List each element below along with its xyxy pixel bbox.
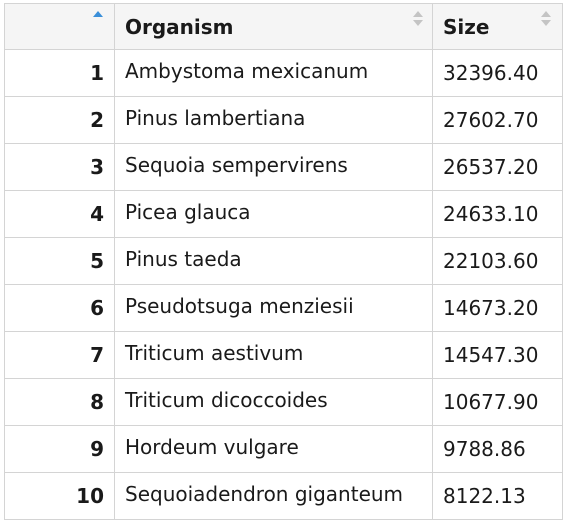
table-row[interactable]: 8 Triticum dicoccoides 10677.90 — [4, 378, 563, 426]
table-header: Organism Size — [4, 3, 563, 50]
size-cell: 14547.30 — [432, 331, 563, 379]
size-cell: 24633.10 — [432, 190, 563, 238]
column-header-organism[interactable]: Organism — [114, 3, 433, 50]
table-row[interactable]: 2 Pinus lambertiana 27602.70 — [4, 96, 563, 144]
table-row[interactable]: 3 Sequoia sempervirens 26537.20 — [4, 143, 563, 191]
row-index-cell: 10 — [4, 472, 115, 520]
sort-toggle-icon[interactable] — [412, 11, 424, 29]
size-cell: 27602.70 — [432, 96, 563, 144]
sort-toggle-icon[interactable] — [540, 11, 552, 29]
table-row[interactable]: 10 Sequoiadendron giganteum 8122.13 — [4, 472, 563, 520]
size-cell: 22103.60 — [432, 237, 563, 285]
organism-cell: Triticum aestivum — [114, 331, 433, 379]
table-body: 1 Ambystoma mexicanum 32396.40 2 Pinus l… — [4, 49, 563, 520]
organism-cell: Ambystoma mexicanum — [114, 49, 433, 97]
organism-cell: Pseudotsuga menziesii — [114, 284, 433, 332]
size-cell: 8122.13 — [432, 472, 563, 520]
column-header-size[interactable]: Size — [432, 3, 563, 50]
sort-arrow-up-icon — [413, 11, 423, 17]
row-index-cell: 3 — [4, 143, 115, 191]
sort-arrow-down-icon — [541, 20, 551, 26]
size-cell: 9788.86 — [432, 425, 563, 473]
organism-cell: Sequoia sempervirens — [114, 143, 433, 191]
organism-cell: Sequoiadendron giganteum — [114, 472, 433, 520]
table-row[interactable]: 5 Pinus taeda 22103.60 — [4, 237, 563, 285]
size-cell: 26537.20 — [432, 143, 563, 191]
sort-arrow-up-icon — [541, 11, 551, 17]
row-index-cell: 4 — [4, 190, 115, 238]
row-index-cell: 2 — [4, 96, 115, 144]
table-row[interactable]: 9 Hordeum vulgare 9788.86 — [4, 425, 563, 473]
column-header-index[interactable] — [4, 3, 115, 50]
sort-arrow-down-icon — [413, 20, 423, 26]
organism-cell: Pinus taeda — [114, 237, 433, 285]
row-index-cell: 9 — [4, 425, 115, 473]
row-index-cell: 1 — [4, 49, 115, 97]
size-cell: 10677.90 — [432, 378, 563, 426]
sort-arrow-up-icon — [93, 11, 103, 17]
sort-ascending-icon[interactable] — [92, 11, 104, 29]
size-cell: 32396.40 — [432, 49, 563, 97]
organism-cell: Picea glauca — [114, 190, 433, 238]
row-index-cell: 8 — [4, 378, 115, 426]
data-table: Organism Size 1 Ambystoma m — [4, 3, 563, 520]
row-index-cell: 7 — [4, 331, 115, 379]
size-cell: 14673.20 — [432, 284, 563, 332]
row-index-cell: 5 — [4, 237, 115, 285]
organism-cell: Hordeum vulgare — [114, 425, 433, 473]
column-header-organism-label: Organism — [125, 14, 234, 39]
table-row[interactable]: 4 Picea glauca 24633.10 — [4, 190, 563, 238]
column-header-size-label: Size — [443, 14, 490, 39]
row-index-cell: 6 — [4, 284, 115, 332]
table-row[interactable]: 1 Ambystoma mexicanum 32396.40 — [4, 49, 563, 97]
table-row[interactable]: 6 Pseudotsuga menziesii 14673.20 — [4, 284, 563, 332]
organism-cell: Pinus lambertiana — [114, 96, 433, 144]
table-row[interactable]: 7 Triticum aestivum 14547.30 — [4, 331, 563, 379]
header-row: Organism Size — [4, 3, 563, 50]
organism-cell: Triticum dicoccoides — [114, 378, 433, 426]
